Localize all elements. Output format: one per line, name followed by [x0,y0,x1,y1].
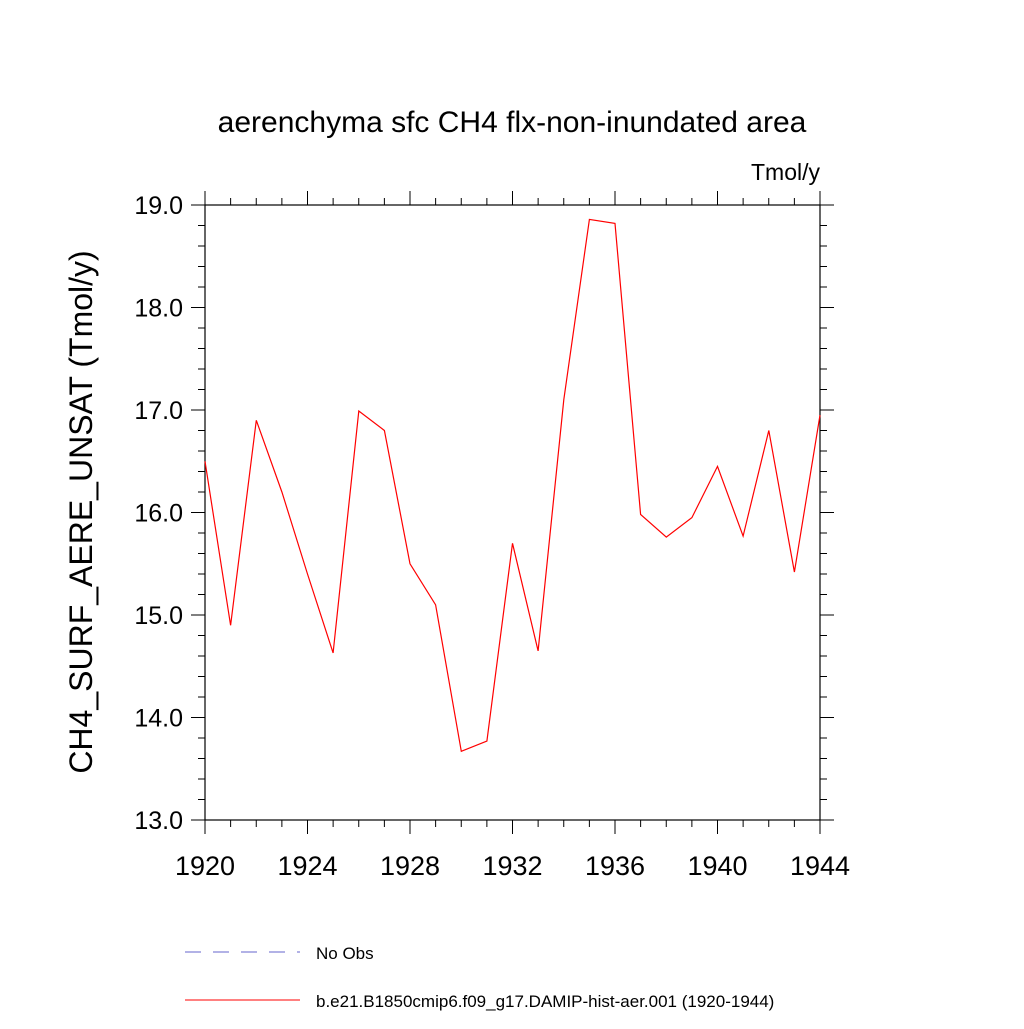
x-tick-label: 1936 [585,851,645,881]
x-tick-label: 1928 [380,851,440,881]
units-label: Tmol/y [751,159,821,185]
series-layer [204,218,821,753]
chart-title: aerenchyma sfc CH4 flx-non-inundated are… [218,106,807,139]
y-tick-label: 15.0 [134,602,183,630]
y-tick-label: 14.0 [134,705,183,733]
y-tick-label: 19.0 [134,192,183,220]
x-tick-label: 1940 [687,851,747,881]
x-tick-label: 1920 [175,851,235,881]
y-tick-label: 16.0 [134,500,183,528]
y-tick-label: 17.0 [134,397,183,425]
legend-label: b.e21.B1850cmip6.f09_g17.DAMIP-hist-aer.… [316,992,774,1011]
x-tick-label: 1924 [277,851,337,881]
legend: No Obs b.e21.B1850cmip6.f09_g17.DAMIP-his… [185,944,774,1011]
plot-frame [204,204,821,821]
y-tick-label: 13.0 [134,807,183,835]
y-axis-title: CH4_SURF_AERE_UNSAT (Tmol/y) [63,250,99,773]
legend-label: No Obs [316,944,374,963]
x-tick-label: 1932 [482,851,542,881]
y-tick-label: 18.0 [134,295,183,323]
x-tick-label: 1944 [790,851,850,881]
axes: 13.0 14.0 15.0 16.0 17.0 18.0 19.0 1920 1924 1928… [134,191,850,881]
series-line [204,218,821,753]
